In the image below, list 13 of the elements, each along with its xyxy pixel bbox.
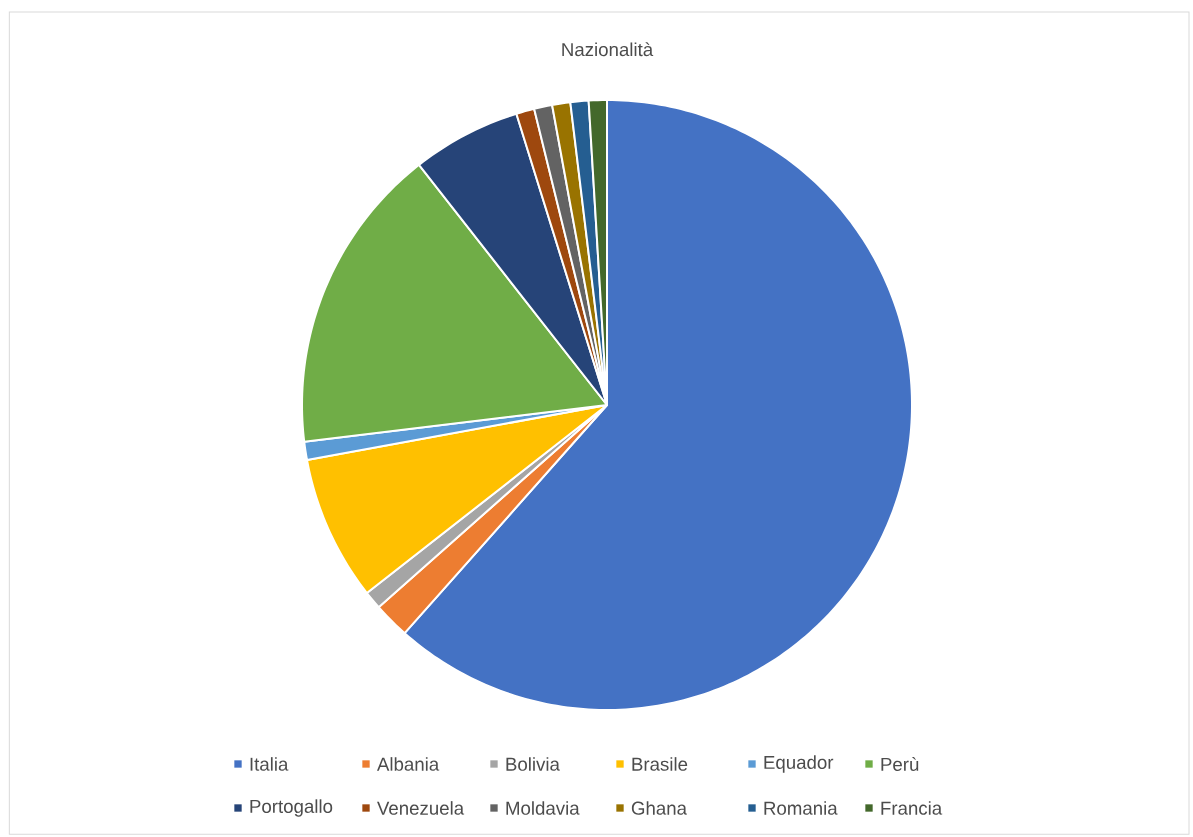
legend-label: Equador: [764, 755, 834, 773]
legend-label: Italia: [250, 757, 289, 771]
legend-label: Bolivia: [506, 757, 560, 771]
legend-label: Albania: [376, 757, 440, 771]
legend-label: Venezuela: [377, 801, 465, 815]
legend-label: Moldavia: [506, 801, 580, 815]
chart-title: Nazionalità: [562, 42, 654, 57]
legend-label: Perù: [881, 757, 919, 771]
legend-label: Portogallo: [250, 799, 333, 817]
legend-label: Francia: [881, 801, 943, 815]
legend-label: Ghana: [631, 801, 687, 815]
legend-label: Romania: [764, 801, 838, 815]
legend-label: Brasile: [632, 757, 688, 771]
